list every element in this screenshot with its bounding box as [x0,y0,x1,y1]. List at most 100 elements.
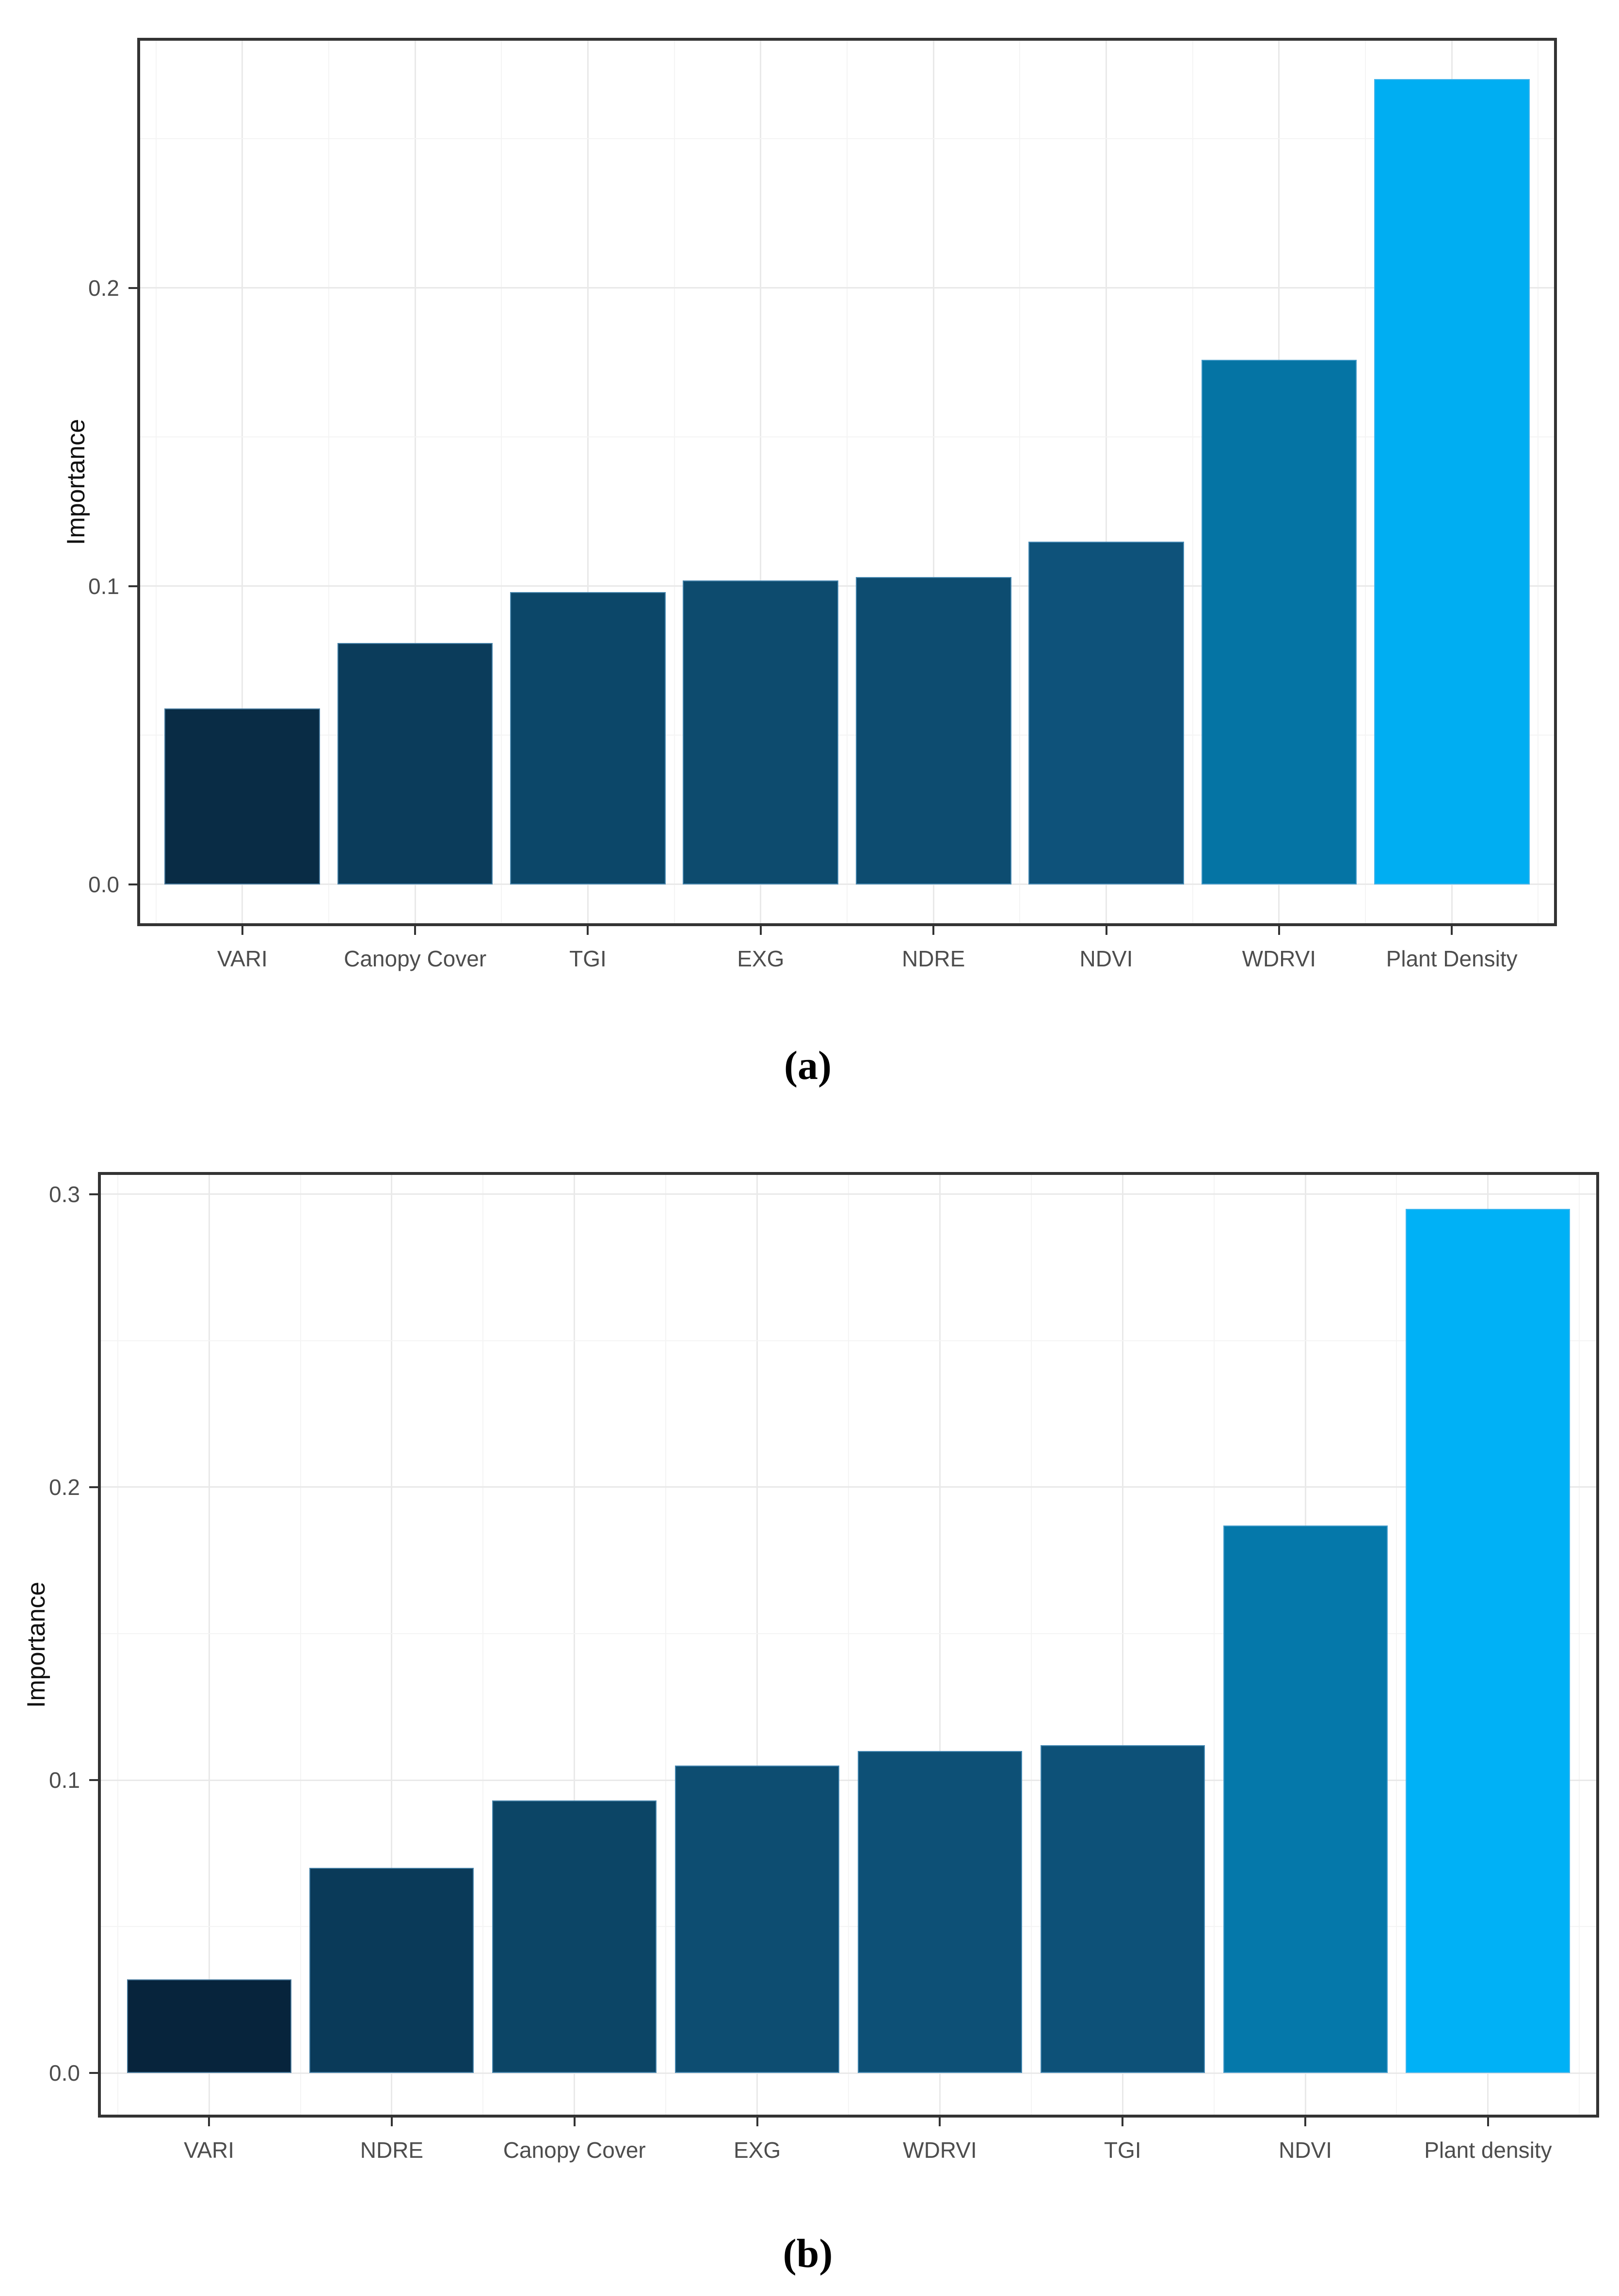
x-tick-label: Plant density [1424,2137,1552,2163]
h-gridline-major [139,287,1555,289]
v-gridline-minor [1579,1173,1580,2116]
v-gridline-minor [117,1173,118,2116]
y-tick-label: 0.3 [49,1181,80,1207]
y-tick-label: 0.1 [49,1767,80,1793]
bar-plant-density [1374,79,1530,884]
x-tick-mark [939,2118,941,2126]
y-tick-mark [89,1193,98,1195]
x-tick-mark [1304,2118,1307,2126]
v-gridline-minor [665,1173,667,2116]
bar-ndvi [1223,1525,1388,2073]
bar-vari [127,1979,291,2073]
v-gridline-minor [1213,1173,1215,2116]
x-tick-label: NDVI [1079,946,1133,971]
h-gridline-major [99,1193,1598,1195]
v-gridline-major [241,39,243,925]
x-tick-label: NDRE [901,946,965,971]
y-tick-mark [89,1486,98,1488]
bar-ndre [309,1868,474,2073]
v-gridline-minor [1538,39,1539,925]
x-tick-label: Canopy Cover [344,946,487,971]
x-tick-mark [573,2118,576,2126]
v-gridline-minor [1365,39,1366,925]
x-tick-mark [1105,926,1107,935]
x-tick-label: NDRE [360,2137,424,2163]
y-tick-label: 0.2 [49,1474,80,1500]
v-gridline-minor [1030,1173,1032,2116]
bar-plant-density [1406,1209,1571,2073]
x-tick-label: Canopy Cover [503,2137,646,2163]
v-gridline-minor [501,39,502,925]
x-tick-mark [414,926,417,935]
v-gridline-major [574,1173,576,2116]
y-tick-mark [128,585,137,587]
x-tick-label: WDRVI [1242,946,1316,971]
plot-panel-border [98,1172,1599,2118]
y-tick-mark [128,883,137,885]
x-tick-mark [759,926,762,935]
y-tick-mark [89,1779,98,1782]
x-tick-label: VARI [217,946,268,971]
y-axis-title: Importance [22,1581,50,1708]
v-gridline-minor [300,1173,301,2116]
v-gridline-major [208,1173,210,2116]
v-gridline-minor [1019,39,1021,925]
x-tick-label: NDVI [1279,2137,1332,2163]
v-gridline-minor [328,39,329,925]
v-gridline-major [587,39,589,925]
x-tick-label: Plant Density [1386,946,1518,971]
y-tick-label: 0.1 [88,573,119,599]
x-tick-label: VARI [184,2137,235,2163]
h-gridline-major [99,1486,1598,1488]
bar-tgi [510,592,666,884]
y-tick-label: 0.2 [88,275,119,301]
h-gridline-minor [139,735,1555,736]
bar-ndre [855,577,1011,884]
h-gridline-major [139,883,1555,885]
x-tick-mark [1487,2118,1489,2126]
x-tick-label: EXG [734,2137,781,2163]
v-gridline-major [1122,1173,1123,2116]
bar-canopy-cover [492,1800,657,2073]
x-tick-mark [390,2118,393,2126]
h-gridline-minor [139,436,1555,438]
plot-panel-border [137,38,1557,926]
v-gridline-minor [848,1173,849,2116]
h-gridline-major [99,1779,1598,1781]
v-gridline-minor [673,39,675,925]
v-gridline-major [932,39,934,925]
h-gridline-major [139,585,1555,587]
h-gridline-minor [139,138,1555,140]
bar-canopy-cover [337,642,493,884]
y-tick-label: 0.0 [88,871,119,897]
v-gridline-minor [1192,39,1193,925]
x-tick-label: TGI [1104,2137,1141,2163]
caption-b: (b) [783,2231,833,2276]
x-tick-mark [587,926,589,935]
caption-a: (a) [784,1043,832,1088]
y-tick-label: 0.0 [49,2060,80,2086]
h-gridline-minor [99,1633,1598,1635]
bar-wdrvi [857,1750,1022,2073]
y-tick-mark [89,2072,98,2074]
v-gridline-major [760,39,762,925]
x-tick-mark [1451,926,1453,935]
v-gridline-minor [482,1173,484,2116]
x-tick-label: WDRVI [903,2137,977,2163]
x-tick-mark [241,926,243,935]
bar-exg [683,580,839,884]
bar-ndvi [1028,541,1184,884]
bar-wdrvi [1201,359,1357,884]
y-tick-mark [128,287,137,289]
v-gridline-minor [155,39,157,925]
bar-tgi [1040,1745,1205,2073]
bar-vari [164,708,321,884]
x-tick-label: TGI [569,946,607,971]
v-gridline-major [756,1173,758,2116]
x-tick-mark [1122,2118,1124,2126]
h-gridline-major [99,2072,1598,2074]
x-tick-mark [756,2118,758,2126]
v-gridline-major [391,1173,393,2116]
v-gridline-major [939,1173,941,2116]
